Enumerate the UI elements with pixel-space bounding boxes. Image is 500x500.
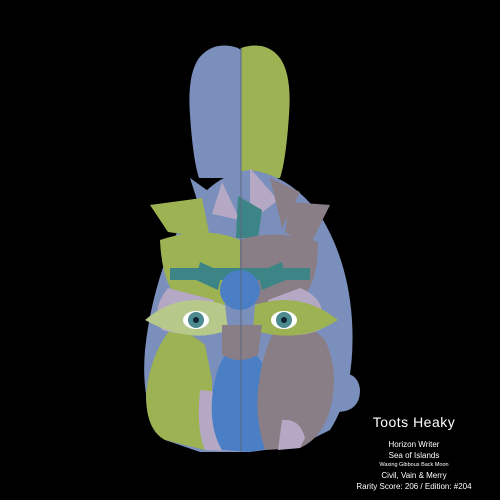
rarity-score: Rarity Score: 206 / Edition: #204 [356, 482, 472, 491]
nose [220, 270, 260, 310]
spike-1 [190, 178, 218, 225]
trait-1: Horizon Writer [388, 440, 440, 449]
info-panel: Toots Heaky Horizon Writer Sea of Island… [344, 414, 484, 492]
spike-6 [285, 202, 330, 245]
spike-3 [212, 182, 240, 220]
left-pupil-dot [193, 317, 199, 323]
left-ear [189, 45, 241, 179]
personality: Civil, Vain & Merry [381, 471, 447, 480]
right-pupil-dot [281, 317, 287, 323]
body-green-left [146, 330, 212, 450]
body-taupe-right [257, 325, 334, 450]
body-lavender-right [278, 419, 305, 450]
moon-phase: Waxing Gibbous Back Moon [379, 462, 449, 468]
right-ear [241, 45, 290, 179]
nose-left-whisker [196, 262, 222, 290]
spike-2 [150, 198, 210, 238]
mouth [222, 325, 262, 360]
nose-right-whisker [258, 262, 286, 290]
spike-7 [236, 196, 262, 238]
character-name: Toots Heaky [372, 414, 456, 430]
trait-2: Sea of Islands [388, 451, 440, 460]
spike-5 [270, 178, 300, 228]
